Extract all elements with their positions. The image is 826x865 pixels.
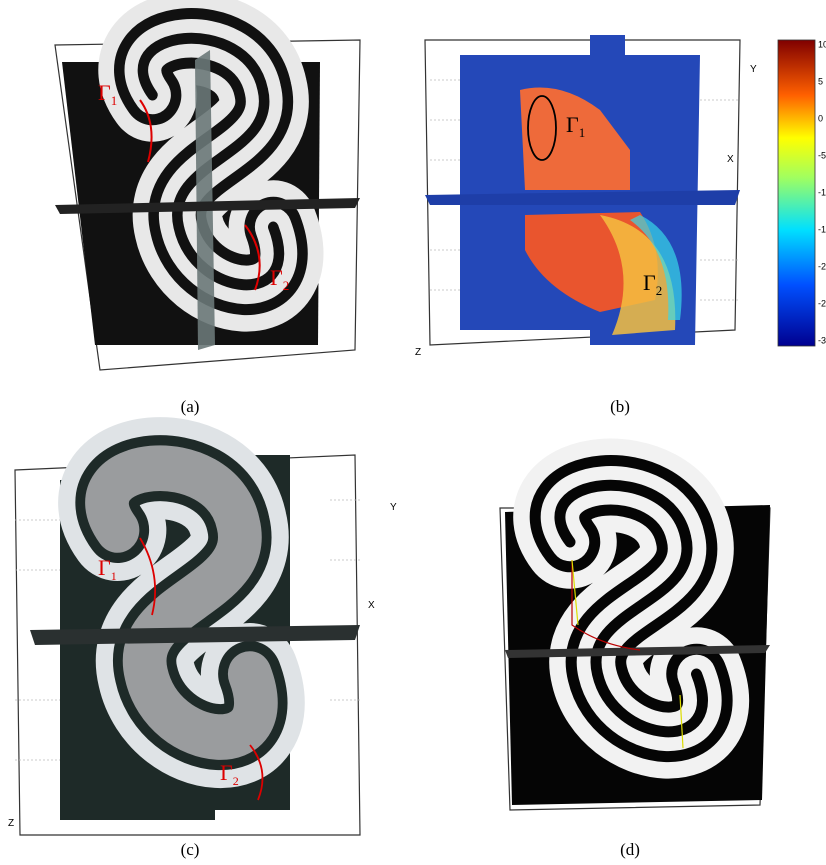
shape: Γ bbox=[566, 112, 579, 137]
shape: 1 bbox=[579, 125, 586, 140]
figure: Γ1 Γ2 (a) Γ1 Γ2 Y X Z 1050-5-1-1-2-2-3 (… bbox=[0, 0, 826, 865]
shape: Γ bbox=[270, 265, 283, 290]
colorbar-tick-label: -3 bbox=[818, 335, 826, 345]
axis-label: Z bbox=[8, 818, 14, 829]
shape: 2 bbox=[283, 278, 290, 293]
shape: 1 bbox=[111, 569, 117, 583]
page: {"panels": [ {"caption": "(a)", "curves"… bbox=[0, 0, 826, 865]
shape bbox=[560, 485, 702, 732]
shape: Γ bbox=[643, 270, 656, 295]
colorbar-tick-label: 10 bbox=[818, 39, 826, 49]
caption: (d) bbox=[620, 840, 640, 859]
caption: (c) bbox=[181, 840, 200, 859]
colorbar-tick-label: -5 bbox=[818, 150, 826, 160]
body: Γ1 Γ2 (a) Γ1 Γ2 Y X Z 1050-5-1-1-2-2-3 (… bbox=[0, 0, 826, 865]
colorbar-tick-label: -2 bbox=[818, 298, 826, 308]
shape: 2 bbox=[233, 774, 239, 788]
panel-c: Γ1 Γ2 Y X Z (c) bbox=[8, 455, 397, 859]
colorbar-tick-label: -1 bbox=[818, 187, 826, 197]
axis-label: Z bbox=[415, 347, 421, 358]
axis-label: X bbox=[727, 154, 734, 165]
shape bbox=[107, 468, 256, 737]
caption: (b) bbox=[610, 397, 630, 416]
colorbar-tick-label: -2 bbox=[818, 261, 826, 271]
colorbar bbox=[778, 40, 815, 346]
colorbar-tick-label: 5 bbox=[818, 76, 823, 86]
axis-label: X bbox=[368, 600, 375, 611]
caption: (a) bbox=[181, 397, 200, 416]
axis-label: Y bbox=[390, 502, 397, 513]
shape: 1 bbox=[111, 93, 118, 108]
shape: Γ bbox=[220, 760, 233, 785]
shape: Γ bbox=[98, 555, 111, 580]
shape: 2 bbox=[656, 283, 663, 298]
panel-d: (d) bbox=[500, 485, 770, 859]
shape: Γ bbox=[98, 80, 111, 105]
panel-a: Γ1 Γ2 (a) bbox=[55, 38, 360, 416]
axis-label: Y bbox=[750, 64, 757, 75]
colorbar-tick-label: -1 bbox=[818, 224, 826, 234]
colorbar-ticks: 10 5 0 -5 -1 -1 -2 -2 -3 bbox=[818, 39, 826, 345]
colorbar-tick-label: 0 bbox=[818, 113, 823, 123]
